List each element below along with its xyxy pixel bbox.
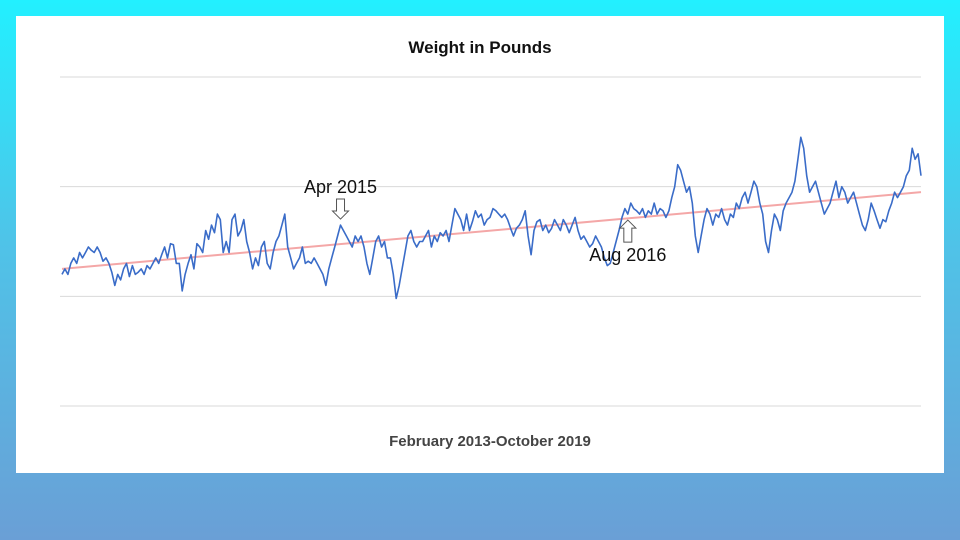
series-layer	[61, 136, 922, 300]
trend-line	[61, 191, 922, 270]
gridlines	[60, 76, 921, 407]
weight-line-chart: Weight in Pounds Apr 2015 Aug 2016 Februa…	[60, 38, 922, 450]
trend-layer	[61, 191, 922, 270]
annotations: Apr 2015 Aug 2016	[304, 177, 666, 265]
chart-card: Weight in Pounds Apr 2015 Aug 2016 Februa…	[16, 16, 944, 473]
annotation-label: Apr 2015	[304, 177, 377, 197]
arrow-up-icon	[618, 219, 638, 243]
chart-title: Weight in Pounds	[408, 38, 551, 57]
weight-series-line	[61, 136, 922, 300]
x-axis-caption: February 2013-October 2019	[389, 433, 591, 450]
annotation-label: Aug 2016	[589, 245, 666, 265]
arrow-down-icon	[331, 198, 350, 220]
